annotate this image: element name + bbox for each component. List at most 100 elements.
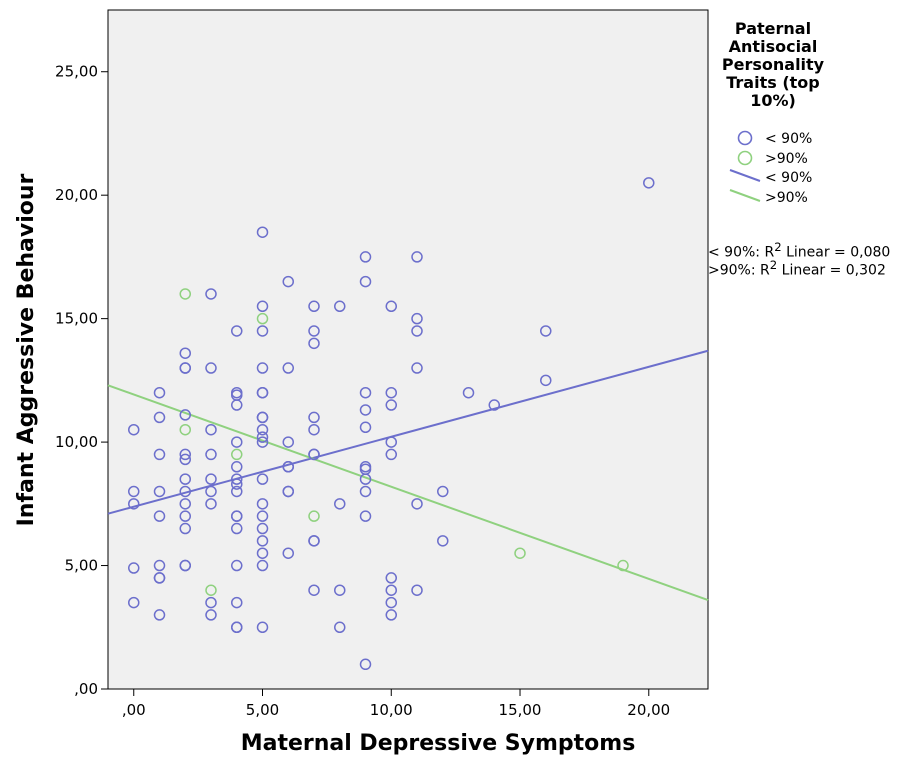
data-point [359,251,372,263]
data-point [256,535,269,547]
data-point [231,596,243,609]
r2-group-label: >90%: [708,262,756,279]
legend-label: < 90% [765,170,812,186]
legend-label: >90% [765,151,808,167]
legend-marker [737,150,753,166]
x-tick-label: 20,00 [627,701,670,719]
data-point [256,559,269,572]
data-point [231,485,243,498]
y-tick-label: ,00 [74,680,98,698]
data-point [334,621,346,634]
x-tick-label: ,00 [122,701,146,719]
data-point [385,609,398,621]
data-point [153,510,166,522]
x-tick-label: 15,00 [499,701,542,719]
data-point [359,510,372,522]
legend: < 90% >90% < 90% >90% [729,130,812,206]
data-point [282,485,295,498]
y-axis-title: Infant Aggressive Behaviour [14,173,39,526]
data-point [282,436,295,448]
y-tick-label: 20,00 [55,186,98,204]
plot-background [107,9,709,690]
data-point [385,596,398,609]
data-point [540,325,552,337]
data-point [359,421,372,434]
data-point [205,288,217,300]
data-point [179,409,192,421]
data-point [153,485,166,498]
data-point [643,177,655,189]
r2-group-label: < 90%: [708,244,761,261]
data-point [308,423,320,436]
data-point [256,312,269,325]
data-point [385,448,398,461]
data-point [540,374,552,387]
data-point [256,498,269,510]
data-point [256,300,269,313]
data-point [153,448,166,461]
legend-title: Paternal Antisocial Personality Traits (… [721,19,825,110]
data-point [205,485,217,498]
data-point [205,596,217,609]
data-point [179,485,192,498]
data-point [282,547,295,559]
data-point [153,609,166,621]
data-point [256,325,269,337]
data-point [334,584,346,596]
data-point [385,584,398,596]
data-point [231,436,243,448]
data-point [256,423,269,436]
data-point [231,325,243,337]
data-point [179,288,192,300]
data-point [231,621,243,634]
data-point [231,522,243,535]
x-tick-label: 5,00 [246,701,279,719]
data-point [411,251,423,263]
data-point [128,562,140,574]
data-point [256,431,269,443]
data-point [179,423,192,436]
data-point [128,596,140,609]
data-point [411,312,423,325]
data-point [128,498,140,510]
r2-annotation-1: < 90%: R2 Linear = 0,080 [708,240,891,261]
data-point [385,300,398,313]
r2-text: Linear = 0,302 [777,262,886,279]
data-point [179,522,192,535]
y-tick-label: 25,00 [55,63,98,81]
data-point [282,362,295,374]
data-point [205,609,217,621]
data-point [359,404,372,416]
data-point [411,325,423,337]
data-point [514,547,526,559]
data-point [205,473,217,485]
r2-annotation-2: >90%: R2 Linear = 0,302 [708,258,886,279]
data-point [411,362,423,374]
data-point [256,411,269,424]
data-point [256,510,269,522]
data-point [308,337,320,350]
data-point [385,572,398,584]
data-point [231,448,243,461]
data-point [308,510,320,522]
legend-label: < 90% [765,131,812,147]
data-point [359,485,372,498]
data-point [256,386,269,399]
data-point [256,362,269,374]
data-point [411,498,423,510]
data-point [179,362,192,374]
data-point [231,510,243,522]
data-point [411,584,423,596]
data-point [179,473,192,485]
data-point [385,386,398,399]
y-tick-label: 10,00 [55,433,98,451]
data-point [359,473,372,485]
legend-label: >90% [765,190,808,206]
data-point [488,399,501,411]
data-point [179,498,192,510]
data-point [385,399,398,411]
data-point [179,453,192,466]
x-tick-label: 10,00 [370,701,413,719]
x-axis-title: Maternal Depressive Symptoms [241,731,636,756]
fit-line [107,349,709,515]
